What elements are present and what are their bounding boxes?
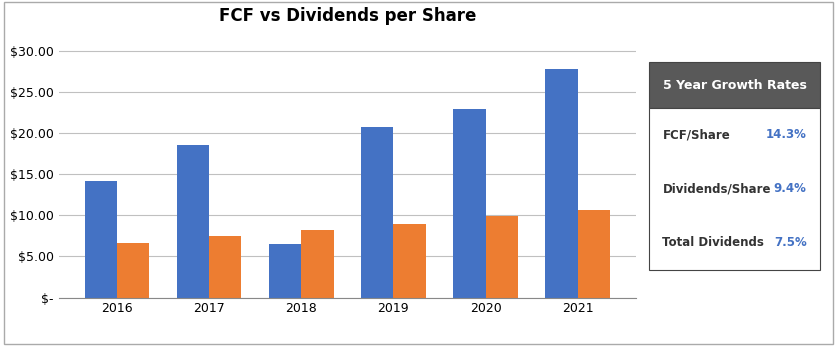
Text: 14.3%: 14.3% <box>765 128 806 142</box>
Text: FCF/Share: FCF/Share <box>661 128 729 142</box>
Text: 7.5%: 7.5% <box>772 236 806 249</box>
Bar <box>485 216 517 298</box>
Bar <box>209 236 241 298</box>
Bar <box>545 69 577 298</box>
Bar <box>577 210 609 298</box>
Bar <box>393 224 426 298</box>
Text: 9.4%: 9.4% <box>772 182 806 195</box>
Text: Total Dividends: Total Dividends <box>661 236 763 249</box>
Bar <box>648 108 819 270</box>
Bar <box>648 62 819 108</box>
Title: FCF vs Dividends per Share: FCF vs Dividends per Share <box>218 7 476 25</box>
Bar <box>301 230 333 298</box>
Bar <box>268 244 301 298</box>
Bar <box>176 145 209 298</box>
Bar <box>453 109 485 298</box>
Bar <box>84 181 117 298</box>
Text: Dividends/Share: Dividends/Share <box>661 182 770 195</box>
Text: 5 Year Growth Rates: 5 Year Growth Rates <box>662 79 805 92</box>
Bar <box>117 243 149 298</box>
Bar <box>361 127 393 298</box>
